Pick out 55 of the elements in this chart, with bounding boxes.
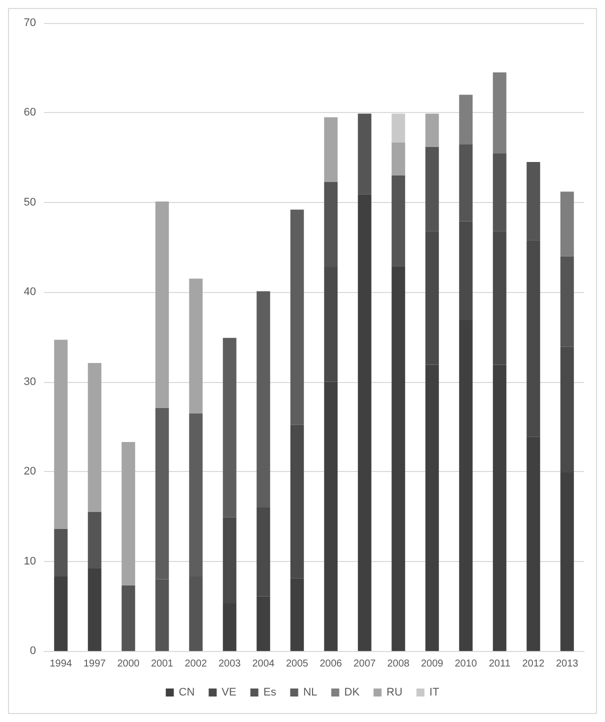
x-tick-label: 1994 xyxy=(50,658,72,670)
bar xyxy=(459,94,473,144)
legend-label: NL xyxy=(303,686,318,698)
bar xyxy=(392,114,406,142)
bar xyxy=(122,586,136,651)
legend-label: RU xyxy=(386,686,402,698)
x-tick-label: 2003 xyxy=(218,658,242,670)
y-tick-label: 10 xyxy=(24,555,36,568)
bar xyxy=(88,512,102,568)
y-tick-label: 70 xyxy=(24,17,36,29)
bar xyxy=(88,568,102,651)
x-tick-label: 2008 xyxy=(387,658,410,670)
bar xyxy=(54,576,68,651)
x-tick-label: 2011 xyxy=(488,658,511,670)
x-tick-label: 2006 xyxy=(320,658,342,670)
legend-label: VE xyxy=(222,686,236,698)
x-tick-label: 2001 xyxy=(151,658,174,670)
x-tick-label: 2012 xyxy=(522,658,545,670)
bar xyxy=(358,114,372,194)
bar xyxy=(54,528,68,577)
bar xyxy=(256,291,270,508)
x-tick-label: 2000 xyxy=(117,658,140,670)
y-tick-label: 60 xyxy=(24,106,36,119)
bar xyxy=(122,442,136,586)
legend-label: IT xyxy=(429,686,440,698)
bar xyxy=(290,210,304,425)
x-tick-label: 2009 xyxy=(421,658,444,670)
bar xyxy=(155,202,169,408)
y-tick-label: 30 xyxy=(24,376,36,388)
bar xyxy=(324,117,338,182)
bar xyxy=(492,72,506,154)
bar xyxy=(392,176,406,266)
legend-label: Es xyxy=(263,686,277,698)
bar xyxy=(358,194,372,651)
bar xyxy=(392,266,406,651)
x-tick-label: 2004 xyxy=(252,658,275,670)
y-tick-label: 50 xyxy=(24,196,36,208)
x-tick-label: 2013 xyxy=(556,658,579,670)
bar xyxy=(425,114,439,147)
legend-label: DK xyxy=(344,686,360,698)
y-tick-label: 20 xyxy=(24,466,36,478)
bar xyxy=(392,142,406,176)
x-tick-label: 2010 xyxy=(454,658,478,670)
y-tick-label: 40 xyxy=(24,286,36,298)
x-tick-label: 2002 xyxy=(184,658,208,670)
bar xyxy=(88,363,102,512)
x-tick-label: 2005 xyxy=(286,658,309,670)
bar xyxy=(560,192,574,256)
bar xyxy=(222,338,236,518)
x-tick-label: 2007 xyxy=(354,658,376,670)
bar xyxy=(54,340,68,529)
bar xyxy=(189,278,203,414)
x-tick-label: 1997 xyxy=(84,658,106,670)
legend-label: CN xyxy=(178,686,195,698)
y-tick-label: 0 xyxy=(30,645,36,657)
